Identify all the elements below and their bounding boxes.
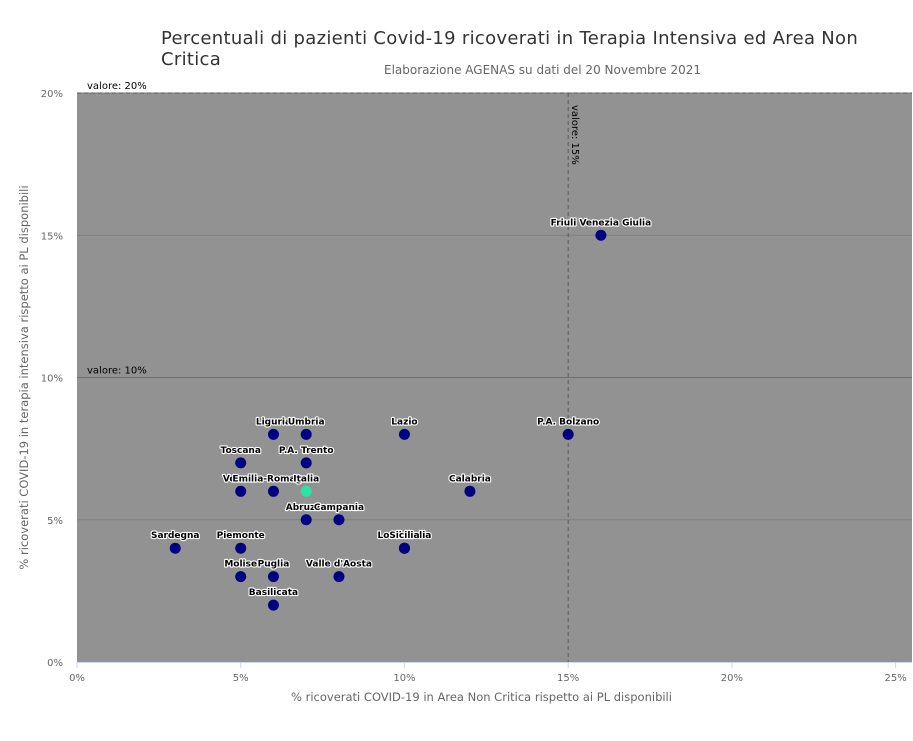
data-label: Liguria <box>256 417 291 427</box>
data-point <box>267 428 279 440</box>
x-tick-label: 10% <box>393 673 415 684</box>
data-point <box>267 599 279 611</box>
data-label: Campania <box>314 503 364 513</box>
data-label: Piemonte <box>217 531 265 541</box>
x-tick-label: 15% <box>557 673 579 684</box>
data-point <box>300 457 312 469</box>
y-tick-label: 0% <box>47 658 63 669</box>
data-label: Italia <box>293 474 319 484</box>
data-label: Sicilia <box>389 531 419 541</box>
data-point <box>300 485 312 497</box>
data-label: Basilicata <box>249 588 298 598</box>
data-label: Emilia-Romagna <box>232 474 314 484</box>
data-point <box>562 428 574 440</box>
data-label: P.A. Bolzano <box>537 417 599 427</box>
data-point <box>267 571 279 583</box>
data-point <box>464 485 476 497</box>
data-point <box>300 514 312 526</box>
data-label: Umbria <box>288 417 325 427</box>
reference-line-label: valore: 15% <box>569 105 580 165</box>
data-label: Abruzzo <box>286 503 327 513</box>
x-tick-label: 0% <box>69 673 85 684</box>
y-axis-title: % ricoverati COVID-19 in terapia intensi… <box>17 185 31 569</box>
data-label: Lazio <box>391 417 417 427</box>
y-tick-label: 15% <box>41 231 63 242</box>
data-point <box>595 229 607 241</box>
data-label: Lombardia <box>378 531 432 541</box>
y-tick-label: 5% <box>47 516 63 527</box>
data-label: Veneto <box>223 474 259 484</box>
x-tick-label: 5% <box>233 673 249 684</box>
data-point <box>300 428 312 440</box>
data-point <box>235 542 247 554</box>
data-point <box>267 485 279 497</box>
data-label: Friuli Venezia Giulia <box>551 218 652 228</box>
data-label: Toscana <box>221 446 261 456</box>
data-label: Valle d'Aosta <box>306 560 372 570</box>
data-label: Puglia <box>258 560 290 570</box>
data-label: Sardegna <box>151 531 199 541</box>
reference-line-label: valore: 20% <box>87 81 147 92</box>
data-label: P.A. Trento <box>279 446 334 456</box>
y-tick-label: 10% <box>41 374 63 385</box>
data-label: Molise <box>224 560 257 570</box>
data-point <box>235 571 247 583</box>
data-point <box>235 485 247 497</box>
data-point <box>398 542 410 554</box>
data-point <box>398 428 410 440</box>
data-point <box>235 457 247 469</box>
chart-title: Percentuali di pazienti Covid-19 ricover… <box>161 28 859 70</box>
reference-line-label: valore: 10% <box>87 366 147 377</box>
data-point <box>333 514 345 526</box>
data-point <box>169 542 181 554</box>
x-axis-title: % ricoverati COVID-19 in Area Non Critic… <box>291 690 672 704</box>
data-label: Calabria <box>449 474 491 484</box>
y-tick-label: 20% <box>41 89 63 100</box>
x-tick-label: 25% <box>885 673 907 684</box>
x-tick-label: 20% <box>721 673 743 684</box>
data-point <box>333 571 345 583</box>
